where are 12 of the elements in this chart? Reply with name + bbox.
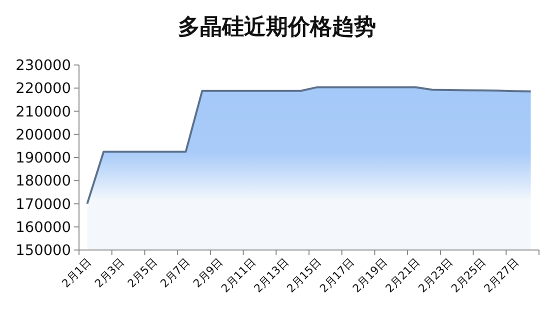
x-tick-label: 2月5日 <box>125 256 160 290</box>
y-tick-label: 200000 <box>16 127 71 144</box>
y-tick-label: 190000 <box>16 150 71 167</box>
y-tick-label: 180000 <box>16 174 71 190</box>
y-tick-label: 160000 <box>16 220 71 236</box>
x-tick-label: 2月3日 <box>92 256 127 290</box>
y-tick-label: 230000 <box>16 58 71 74</box>
x-tick-label: 2月7日 <box>158 256 193 290</box>
y-tick-label: 170000 <box>16 196 71 213</box>
chart-title: 多晶硅近期价格趋势 <box>178 15 376 40</box>
y-tick-label: 210000 <box>16 104 71 120</box>
y-tick-label: 220000 <box>16 81 71 98</box>
